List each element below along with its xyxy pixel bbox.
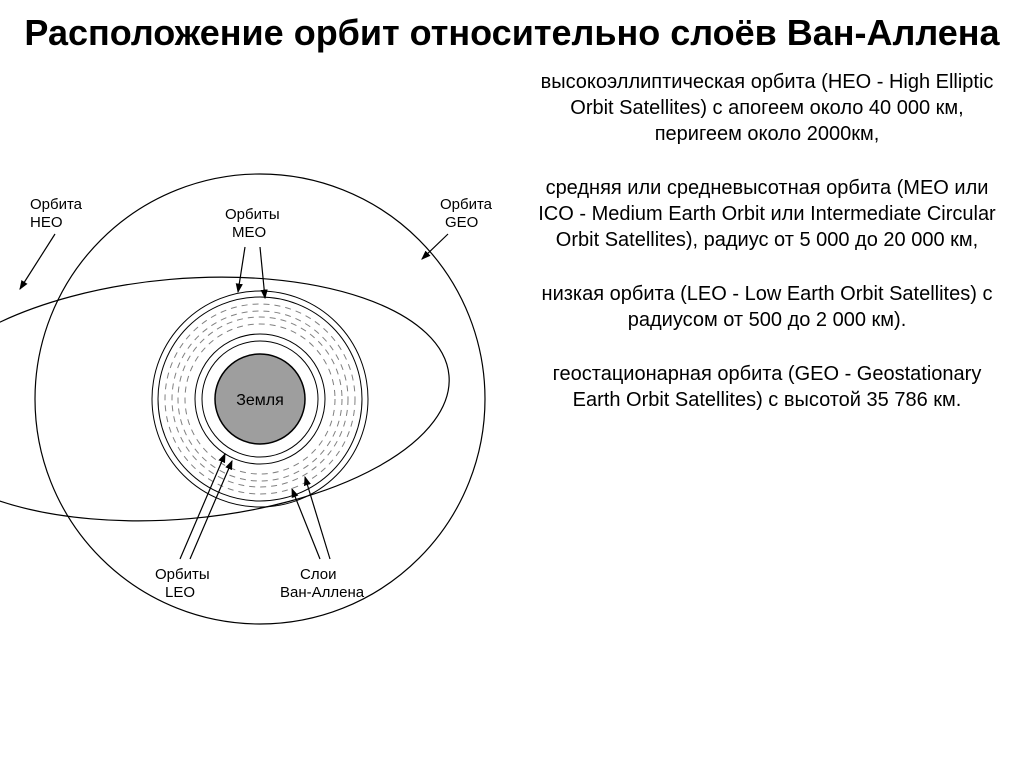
content-row: Земля Орбита HEO Орбиты bbox=[0, 59, 1024, 717]
leo-label: Орбиты LEO bbox=[155, 566, 214, 601]
geo-label: Орбита GEO bbox=[440, 196, 496, 231]
heo-arrow bbox=[20, 234, 55, 289]
para-leo: низкая орбита (LEO - Low Earth Orbit Sat… bbox=[530, 281, 1004, 333]
text-column: высокоэллиптическая орбита (HEO - High E… bbox=[520, 59, 1024, 717]
meo-label: Орбиты MEO bbox=[225, 206, 284, 241]
diagram-column: Земля Орбита HEO Орбиты bbox=[0, 59, 520, 717]
belts-arrow-1 bbox=[292, 489, 320, 559]
heo-label: Орбита HEO bbox=[30, 196, 86, 231]
meo-arrow-1 bbox=[238, 247, 245, 292]
para-meo: средняя или средневысотная орбита (MEO и… bbox=[530, 175, 1004, 253]
earth-label: Земля bbox=[236, 392, 284, 409]
orbit-diagram: Земля Орбита HEO Орбиты bbox=[0, 109, 540, 694]
meo-arrow-2 bbox=[260, 247, 265, 298]
para-geo: геостационарная орбита (GEO - Geostation… bbox=[530, 361, 1004, 413]
page-title: Расположение орбит относительно слоёв Ва… bbox=[0, 0, 1024, 59]
leo-arrow-2 bbox=[190, 461, 232, 559]
belts-label: Слои Ван-Аллена bbox=[280, 566, 365, 601]
para-heo: высокоэллиптическая орбита (HEO - High E… bbox=[530, 69, 1004, 147]
